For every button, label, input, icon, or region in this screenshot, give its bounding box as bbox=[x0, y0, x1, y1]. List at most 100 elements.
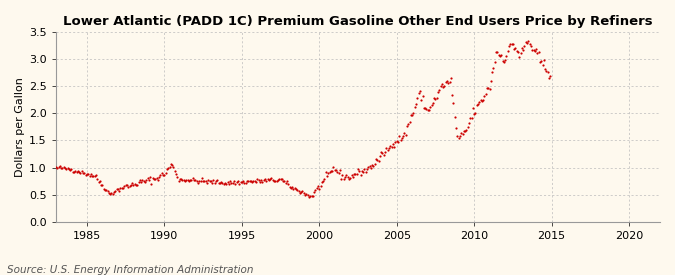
Point bbox=[65, 167, 76, 172]
Point bbox=[127, 181, 138, 185]
Point bbox=[190, 178, 200, 183]
Point bbox=[208, 178, 219, 183]
Point bbox=[277, 177, 288, 182]
Point bbox=[327, 169, 338, 173]
Point bbox=[263, 178, 274, 182]
Point bbox=[103, 191, 114, 196]
Point bbox=[472, 102, 483, 106]
Point bbox=[433, 90, 443, 94]
Point bbox=[359, 167, 370, 171]
Point bbox=[281, 179, 292, 183]
Point bbox=[420, 105, 431, 110]
Point bbox=[70, 169, 81, 173]
Point bbox=[319, 177, 330, 181]
Point bbox=[294, 191, 305, 195]
Point bbox=[393, 139, 404, 144]
Point bbox=[242, 179, 252, 183]
Point bbox=[86, 174, 97, 178]
Point bbox=[354, 169, 364, 174]
Point bbox=[296, 190, 306, 194]
Point bbox=[400, 133, 411, 137]
Point bbox=[500, 58, 510, 62]
Point bbox=[76, 168, 87, 173]
Point bbox=[160, 170, 171, 175]
Point bbox=[117, 186, 128, 190]
Point bbox=[167, 163, 178, 167]
Point bbox=[59, 166, 70, 170]
Point bbox=[165, 162, 176, 166]
Point bbox=[541, 69, 552, 73]
Point bbox=[136, 180, 146, 185]
Point bbox=[254, 180, 265, 184]
Point bbox=[130, 182, 140, 186]
Point bbox=[62, 166, 73, 170]
Point bbox=[308, 190, 319, 195]
Point bbox=[368, 163, 379, 168]
Point bbox=[412, 96, 423, 101]
Point bbox=[144, 178, 155, 182]
Point bbox=[505, 42, 516, 46]
Point bbox=[82, 172, 92, 177]
Point bbox=[431, 96, 442, 100]
Point bbox=[323, 171, 333, 175]
Point bbox=[501, 54, 512, 58]
Point bbox=[176, 177, 186, 182]
Point bbox=[304, 194, 315, 199]
Point bbox=[123, 185, 134, 189]
Point bbox=[355, 173, 366, 177]
Point bbox=[427, 101, 438, 105]
Point bbox=[133, 179, 144, 184]
Point bbox=[435, 84, 446, 89]
Point bbox=[100, 188, 111, 192]
Point bbox=[273, 177, 284, 182]
Point bbox=[377, 150, 388, 155]
Point bbox=[545, 73, 556, 78]
Point bbox=[291, 186, 302, 191]
Point bbox=[510, 46, 521, 50]
Point bbox=[236, 179, 247, 184]
Point bbox=[155, 173, 166, 178]
Point bbox=[209, 181, 220, 186]
Point bbox=[413, 90, 424, 95]
Point bbox=[341, 173, 352, 177]
Point bbox=[321, 170, 331, 174]
Point bbox=[287, 185, 298, 189]
Point bbox=[437, 81, 448, 86]
Point bbox=[223, 181, 234, 186]
Point bbox=[509, 46, 520, 51]
Point bbox=[345, 176, 356, 181]
Point bbox=[63, 167, 74, 172]
Point bbox=[221, 182, 232, 186]
Point bbox=[53, 165, 64, 169]
Point bbox=[430, 97, 441, 101]
Point bbox=[78, 170, 88, 175]
Point bbox=[243, 179, 254, 183]
Point bbox=[358, 170, 369, 174]
Point bbox=[153, 177, 163, 182]
Point bbox=[493, 53, 504, 57]
Point bbox=[528, 48, 539, 53]
Point bbox=[116, 186, 127, 190]
Point bbox=[502, 49, 513, 54]
Point bbox=[484, 87, 495, 92]
Point bbox=[417, 94, 428, 98]
Point bbox=[293, 189, 304, 194]
Point bbox=[491, 50, 502, 54]
Point bbox=[371, 157, 381, 161]
Point bbox=[161, 167, 172, 172]
Point bbox=[395, 138, 406, 142]
Point bbox=[434, 88, 445, 92]
Point bbox=[181, 178, 192, 183]
Point bbox=[292, 188, 302, 192]
Point bbox=[519, 44, 530, 48]
Point bbox=[468, 105, 479, 110]
Point bbox=[203, 178, 214, 182]
Point bbox=[191, 178, 202, 183]
Point bbox=[185, 178, 196, 183]
Point bbox=[385, 144, 396, 148]
Point bbox=[275, 177, 286, 181]
Point bbox=[225, 178, 236, 183]
Point bbox=[247, 180, 258, 184]
Point bbox=[169, 169, 180, 174]
Point bbox=[448, 101, 459, 106]
